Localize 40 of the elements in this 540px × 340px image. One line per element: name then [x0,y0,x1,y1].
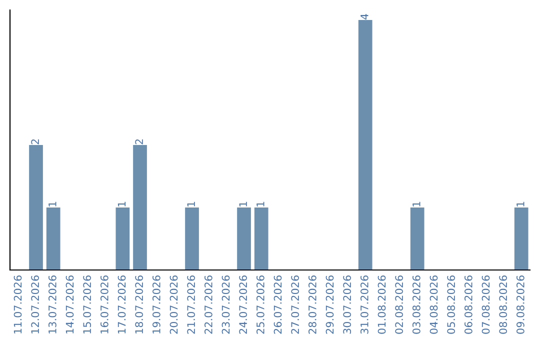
x-tick-label: 26.07.2026 [274,276,282,334]
data-label: 1 [187,202,195,206]
x-tick-label: 29.07.2026 [326,276,334,334]
data-label: 1 [118,202,126,206]
x-tick-label: 19.07.2026 [152,276,160,334]
data-label: 1 [48,202,56,206]
x-tick-label: 25.07.2026 [256,276,264,334]
x-tick-label: 12.07.2026 [31,276,40,334]
x-tick-label: 23.07.2026 [222,276,230,334]
data-label: 1 [256,202,264,206]
x-tick-label: 15.07.2026 [83,276,92,334]
data-label: 4 [360,14,368,20]
x-tick-label: 06.08.2026 [464,276,472,334]
data-label: 2 [31,139,39,144]
x-tick-label: 05.08.2026 [447,276,456,334]
x-tick-label: 08.08.2026 [499,276,508,334]
x-tick-label: 07.08.2026 [482,276,490,334]
x-tick-label: 01.08.2026 [378,276,386,334]
x-tick-label: 27.07.2026 [291,276,300,334]
x-tick-label: 14.07.2026 [66,276,74,334]
x-tick-label: 16.07.2026 [100,276,108,334]
x-tick-label: 13.07.2026 [48,276,56,334]
data-label: 1 [412,202,420,206]
x-tick-label: 21.07.2026 [187,276,196,334]
x-tick-label: 24.07.2026 [239,276,248,334]
data-label: 2 [135,139,143,144]
x-tick-label: 17.07.2026 [118,276,126,334]
x-tick-label: 22.07.2026 [204,276,212,334]
x-tick-label: 02.08.2026 [395,276,404,334]
data-label: 1 [516,202,524,206]
x-tick-label: 20.07.2026 [170,276,178,334]
x-tick-label: 28.07.2026 [308,276,316,334]
x-tick-label: 31.07.2026 [360,276,368,334]
x-tick-label: 09.08.2026 [516,276,524,334]
x-tick-label: 18.07.2026 [135,276,144,334]
data-label: 1 [239,202,247,206]
x-tick-label: 04.08.2026 [430,276,438,334]
x-tick-label: 03.08.2026 [412,276,420,334]
x-tick-label: 11.07.2026 [14,276,22,334]
x-tick-label: 30.07.2026 [343,276,352,334]
